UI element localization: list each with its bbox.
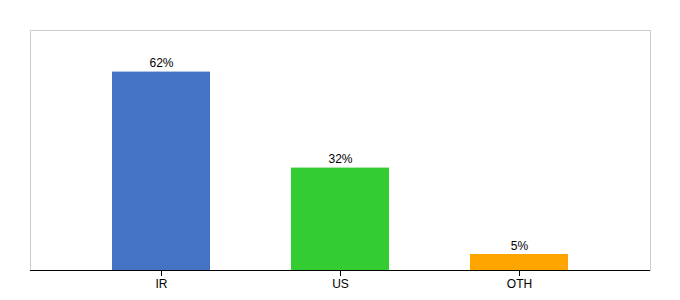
svg-text:32%: 32% [328,152,352,166]
svg-text:5%: 5% [511,239,529,253]
svg-text:OTH: OTH [507,277,532,291]
svg-text:US: US [332,277,349,291]
svg-text:62%: 62% [149,56,173,70]
svg-text:IR: IR [156,277,168,291]
